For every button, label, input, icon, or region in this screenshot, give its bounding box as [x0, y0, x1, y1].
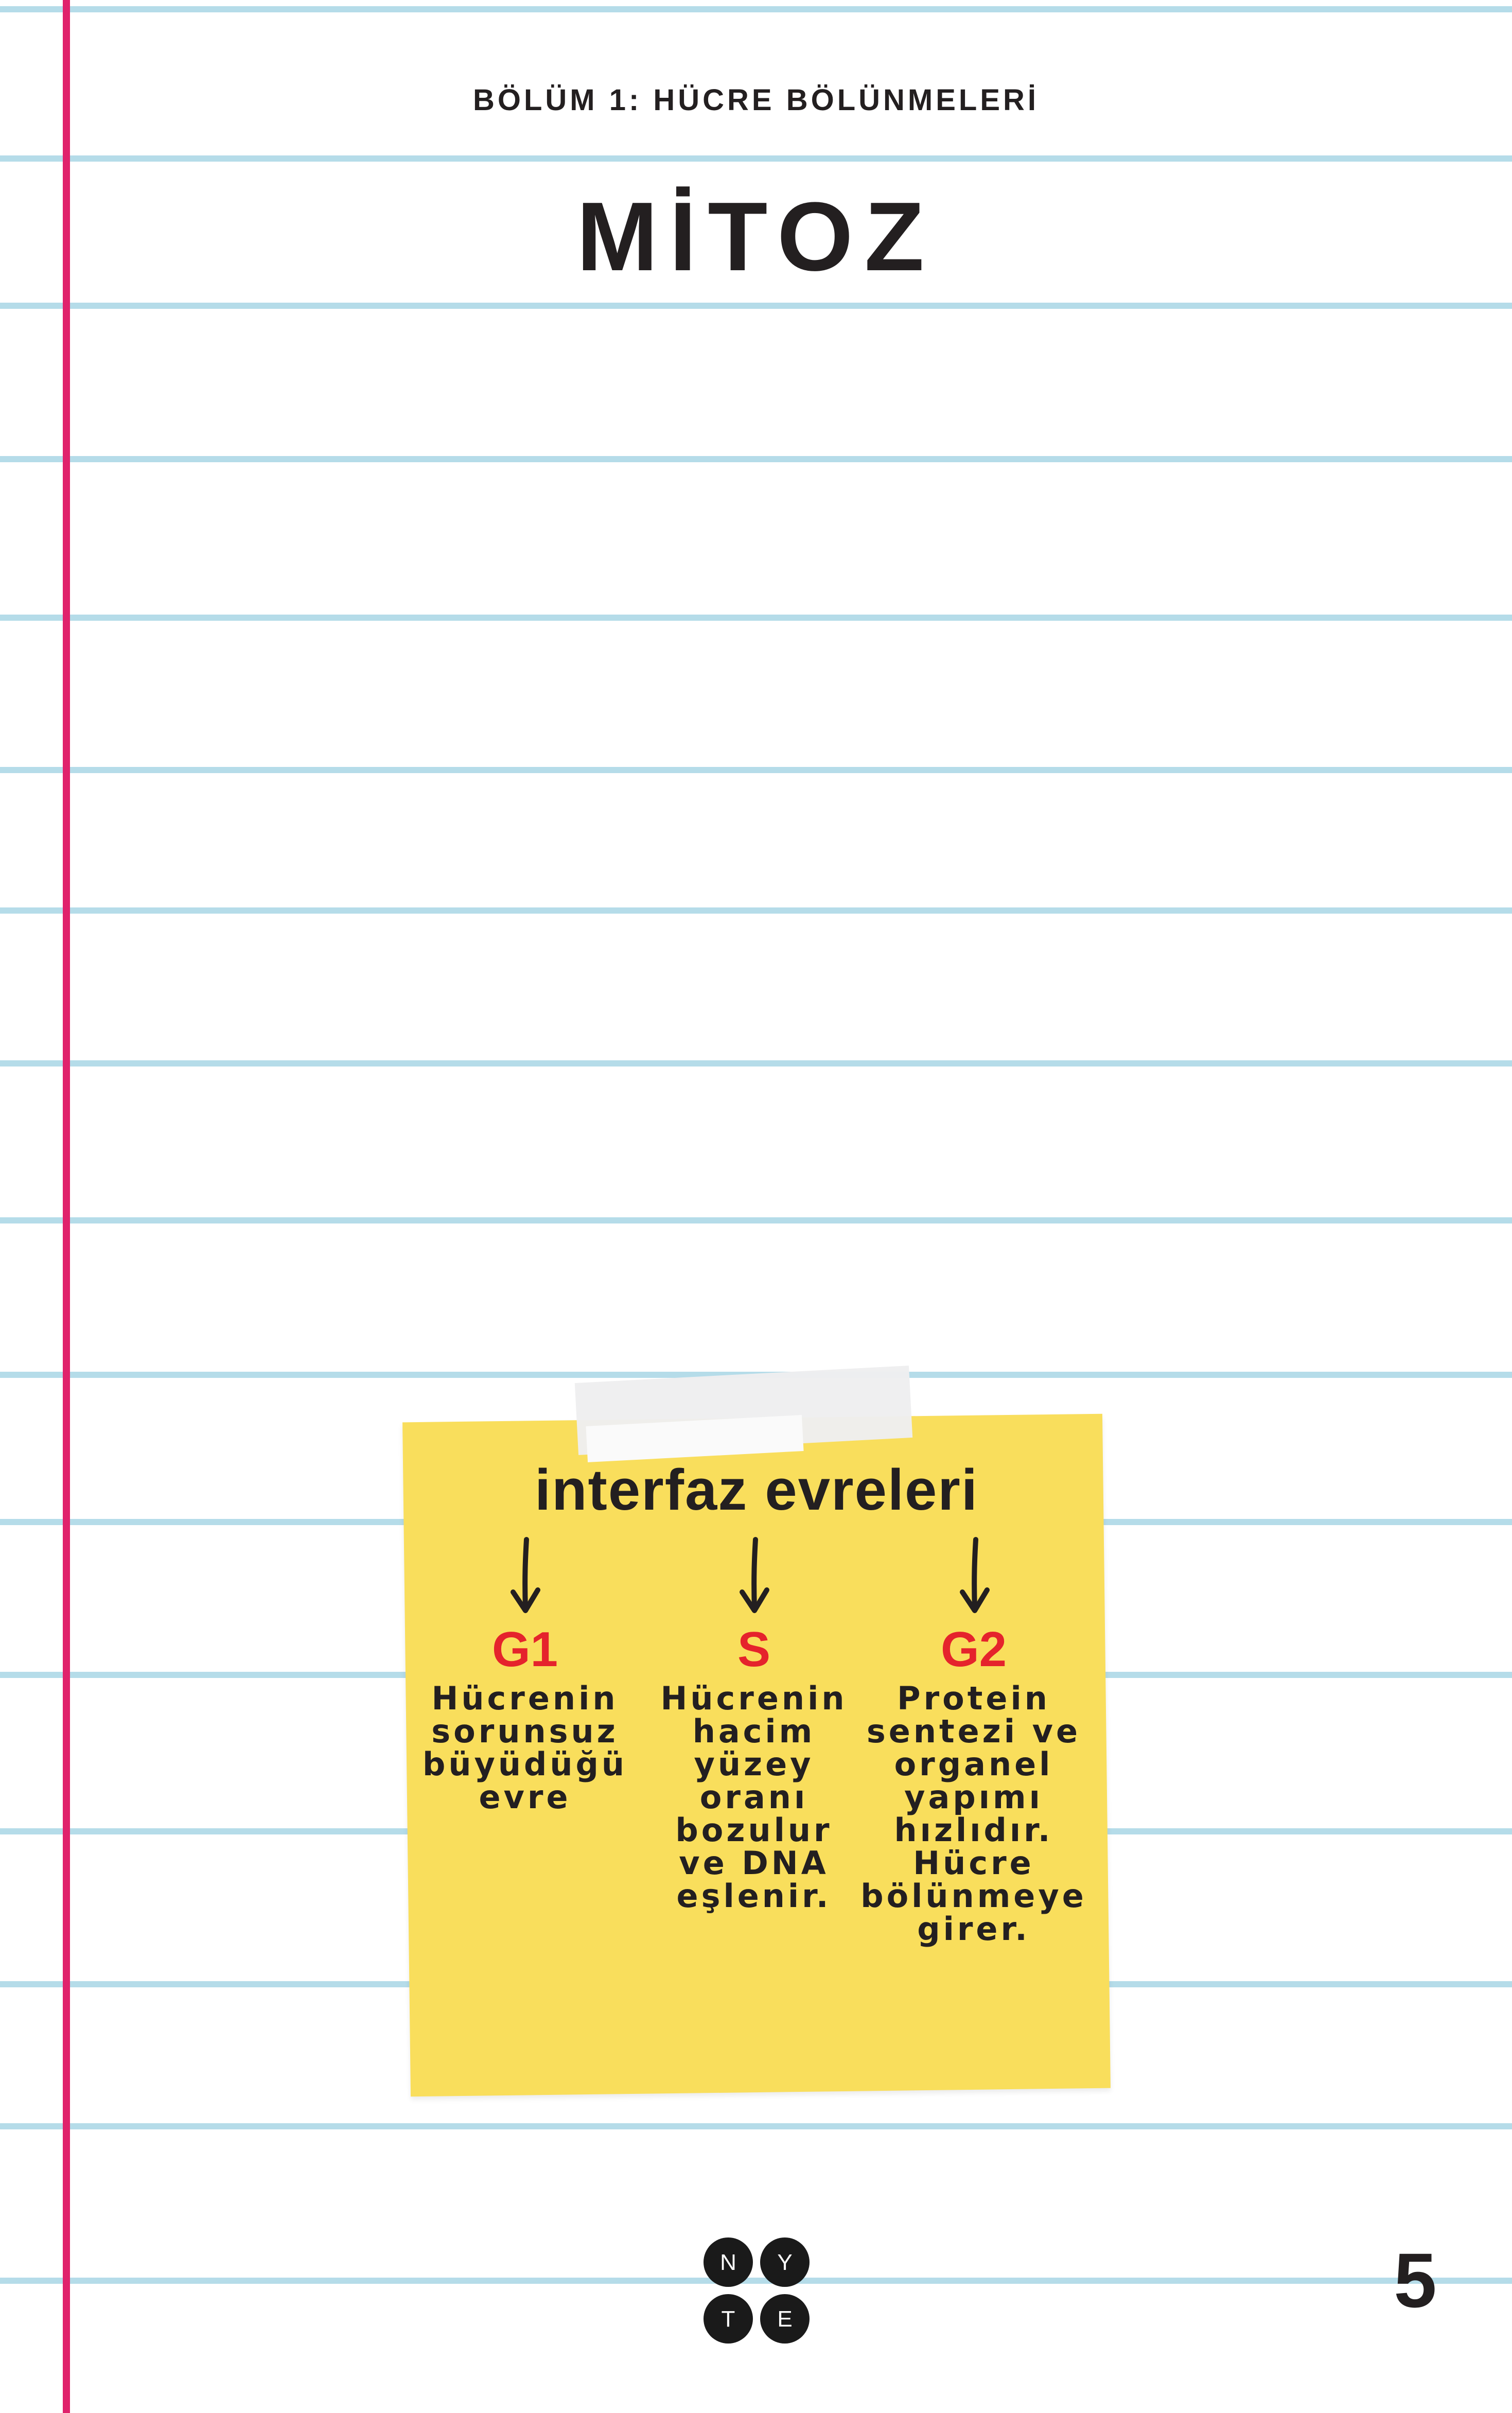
logo-letter: N	[720, 2250, 736, 2275]
ruled-line	[0, 615, 1512, 621]
phase-description: Hücrenin sorunsuz büyüdüğü evre	[422, 1680, 628, 1816]
ruled-line	[0, 303, 1512, 309]
phase-label: G1	[491, 1622, 558, 1677]
ruled-line	[0, 907, 1512, 914]
chapter-heading: BÖLÜM 1: HÜCRE BÖLÜNMELERİ	[472, 83, 1040, 117]
sticky-note-heading: interfaz evreleri	[535, 1458, 978, 1522]
logo-letter: Y	[777, 2250, 792, 2275]
phase-description: Protein sentezi ve organel yapımı hızlıd…	[860, 1680, 1087, 1948]
ruled-line	[0, 2123, 1512, 2129]
phase-label: G2	[940, 1622, 1007, 1677]
ruled-line	[0, 1060, 1512, 1066]
phase-description: Hücrenin hacim yüzey oranı bozulur ve DN…	[660, 1680, 848, 1915]
arrow-down-icon	[960, 1537, 990, 1613]
page-number: 5	[1394, 2237, 1437, 2323]
phase-label: S	[737, 1622, 771, 1677]
logo-letter: T	[722, 2306, 735, 2332]
page-title: MİTOZ	[576, 182, 936, 291]
margin-line	[63, 0, 70, 2413]
ruled-line	[0, 6, 1512, 12]
ruled-line	[0, 1217, 1512, 1223]
ruled-line	[0, 2278, 1512, 2284]
logo-letter: E	[777, 2306, 792, 2332]
ruled-line	[0, 155, 1512, 162]
ruled-line	[0, 456, 1512, 462]
phase-column-g2: G2 Protein sentezi ve organel yapımı hız…	[860, 1621, 1087, 1946]
arrow-down-icon	[740, 1537, 769, 1613]
arrow-down-icon	[511, 1537, 540, 1613]
phase-column-s: S Hücrenin hacim yüzey oranı bozulur ve …	[641, 1621, 867, 1913]
publisher-logo: N Y T E	[704, 2237, 810, 2344]
phase-column-g1: G1 Hücrenin sorunsuz büyüdüğü evre	[412, 1621, 638, 1814]
ruled-line	[0, 767, 1512, 773]
